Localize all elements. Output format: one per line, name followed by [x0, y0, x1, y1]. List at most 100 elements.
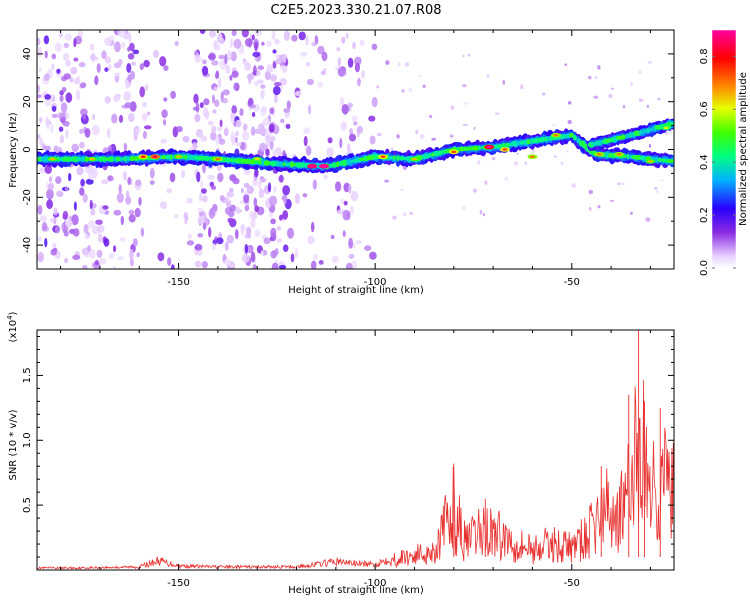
spectrogram-noise-blob [230, 51, 237, 62]
spectrogram-noise-blob [307, 235, 315, 245]
spectrogram-noise-blob [39, 215, 48, 223]
spectrogram-noise-blob [200, 188, 207, 194]
spectrogram-noise-blob [269, 195, 278, 206]
spectrogram-noise-blob [49, 218, 55, 223]
spectrogram-noise-blob [257, 79, 264, 84]
spectrogram-noise-blob [273, 82, 282, 87]
spectrogram-noise-blob [396, 134, 400, 139]
spectrogram-noise-blob [348, 183, 352, 194]
spectrogram-noise-blob [200, 179, 204, 190]
spectrogram-noise-blob [267, 182, 272, 193]
spectrogram-noise-blob [209, 30, 216, 38]
spectrogram-ridge-core [275, 161, 280, 167]
spectrogram-noise-blob [303, 127, 311, 135]
spectrogram-noise-blob [219, 195, 225, 202]
spectrogram-noise-blob [629, 211, 633, 215]
spectrogram-noise-blob [46, 199, 53, 210]
spectrogram-noise-blob [317, 45, 325, 55]
spectrogram-noise-blob [63, 73, 72, 80]
spectrogram-noise-blob [65, 92, 73, 103]
spectrogram-noise-blob [270, 218, 276, 225]
spectrogram-noise-blob [209, 208, 213, 215]
spectrogram-noise-blob [124, 102, 132, 109]
spectrogram-noise-blob [234, 83, 240, 92]
spectrogram-noise-blob [113, 62, 122, 69]
spectrogram-noise-blob [270, 74, 277, 82]
spectrogram-ridge-core [477, 145, 481, 151]
spectrogram-noise-blob [276, 226, 282, 231]
spectrogram-noise-blob [123, 171, 127, 181]
spectrogram-ridge-core [113, 157, 117, 162]
snr-xtick-label: -100 [364, 578, 387, 589]
spectrogram-noise-blob [62, 52, 70, 61]
spectrogram-noise-blob [369, 135, 376, 145]
spectrogram-noise-blob [462, 123, 468, 127]
spectrogram-noise-blob [127, 46, 131, 52]
spectrogram-noise-blob [327, 137, 333, 144]
spectrogram-noise-blob [106, 128, 111, 139]
spectrogram-noise-blob [82, 114, 87, 120]
spectrogram-noise-blob [235, 142, 242, 147]
spectrogram-noise-blob [37, 94, 42, 99]
spectrogram-noise-blob [90, 208, 96, 216]
spectrogram-noise-blob [149, 167, 155, 179]
spectrogram-noise-blob [167, 257, 172, 266]
spectrogram-ridge-core [115, 156, 122, 162]
spectrogram-noise-blob [273, 186, 277, 193]
spectrogram-hotspot-center [309, 165, 315, 168]
spectrogram-ridge-core [101, 156, 107, 162]
spectrogram-ridge-core [289, 161, 294, 168]
spectrogram-noise-blob [261, 105, 267, 113]
snr-ytick-label: 0.5 [22, 497, 33, 513]
spectrogram-noise-blob [282, 210, 289, 220]
spectrogram-ridge-core [461, 146, 469, 151]
spectrogram-noise-blob [96, 249, 103, 258]
spectrogram-noise-blob [212, 243, 216, 251]
spectrogram-noise-blob [638, 98, 644, 102]
spectrogram-ridge-core [336, 161, 340, 168]
spectrogram-noise-blob [55, 176, 62, 185]
spectrogram-noise-blob [235, 206, 241, 215]
spectrogram-noise-blob [211, 125, 217, 133]
spectrogram-ridge-core [169, 154, 174, 160]
spectrogram-noise-blob [39, 137, 44, 147]
spectrogram-noise-blob [143, 125, 152, 130]
spectrogram-noise-blob [361, 70, 365, 79]
spectrogram-noise-blob [589, 207, 592, 211]
spectrogram-noise-blob [202, 65, 209, 76]
snr-scale-note: (x104) [6, 311, 19, 342]
spectrogram-noise-blob [400, 188, 404, 192]
spectrogram-noise-blob [163, 65, 169, 71]
spectrogram-ridge-core [183, 154, 188, 160]
spectrogram-noise-blob [282, 55, 287, 63]
spectrogram-noise-blob [91, 124, 100, 136]
spectrogram-noise-blob [51, 53, 57, 60]
spectrogram-noise-blob [219, 119, 223, 128]
spectrogram-noise-blob [254, 168, 259, 178]
spectrogram-noise-blob [617, 182, 621, 185]
spectrogram-noise-blob [342, 209, 350, 221]
spectrogram-noise-blob [355, 240, 363, 245]
spectrogram-noise-blob [129, 249, 134, 260]
spectrogram-noise-blob [199, 30, 206, 34]
spectrogram-hotspot-center [529, 155, 535, 158]
spectrogram-noise-blob [37, 84, 41, 93]
spectrogram-noise-blob [251, 34, 255, 41]
spectrogram-noise-blob [235, 229, 239, 240]
spectrogram-noise-blob [200, 135, 208, 142]
spectrogram-noise-blob [65, 122, 70, 128]
spectrogram-noise-blob [129, 42, 135, 52]
spectrogram-noise-blob [245, 62, 252, 71]
spectrogram-noise-blob [89, 199, 93, 210]
spectrogram-noise-blob [128, 209, 135, 215]
spectrogram-hotspot-center [152, 155, 158, 158]
spectrogram-noise-blob [37, 37, 41, 46]
spectrogram-noise-blob [126, 190, 130, 202]
spectrogram-noise-blob [371, 96, 378, 108]
spectrogram-ridge-core [119, 157, 125, 161]
spectrogram-noise-blob [218, 54, 225, 60]
spectrogram-noise-blob [58, 112, 63, 119]
spectrogram-noise-blob [64, 33, 72, 41]
spectrogram-noise-blob [225, 64, 231, 74]
spectrogram-ridge-core [650, 127, 654, 132]
